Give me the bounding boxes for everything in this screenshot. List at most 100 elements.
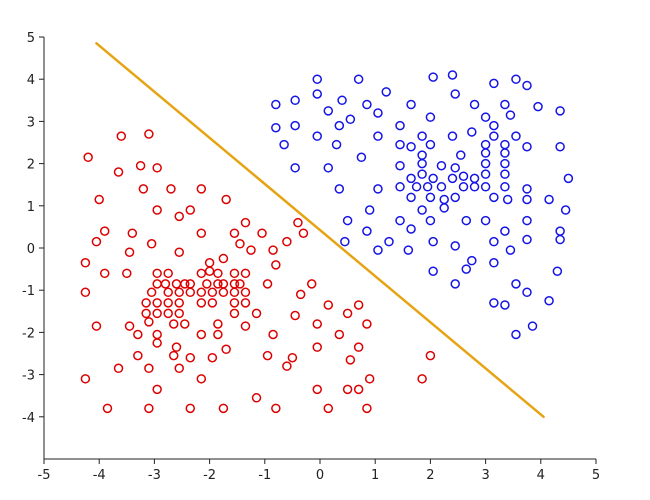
data-point [185,205,196,215]
data-point [334,329,345,340]
data-point [428,236,438,247]
data-point [480,169,491,179]
data-point [395,182,405,192]
data-point [544,296,554,306]
data-point [511,279,521,289]
data-point [257,228,267,238]
data-point [422,182,433,192]
data-point [511,74,521,84]
data-point [91,321,102,331]
data-point [218,287,229,298]
data-point [500,148,510,158]
data-point [362,319,372,329]
data-point [511,329,521,340]
data-point [345,114,356,125]
data-point [552,266,563,276]
data-point [447,70,458,80]
data-point [102,403,113,414]
data-point [364,374,375,384]
data-point [168,319,179,329]
data-point [522,287,532,298]
data-point [342,215,353,226]
data-point [185,287,196,298]
data-point [450,89,460,99]
data-point [450,163,460,173]
data-point [218,279,229,289]
data-point [533,101,543,112]
y-tick-label: 2 [27,158,35,173]
data-point [417,169,427,179]
data-point [271,260,281,270]
data-point [196,374,207,384]
data-point [312,74,322,84]
y-tick-label: 3 [27,115,35,130]
data-point [373,108,383,118]
data-point [138,184,149,194]
data-point [500,99,510,110]
x-tick-label: 0 [316,468,324,483]
data-point [174,247,184,257]
data-point [480,148,491,158]
data-point [312,319,322,329]
data-point [456,150,466,160]
data-point [141,308,151,319]
data-point [83,152,93,163]
data-point [439,203,449,213]
data-point [279,139,289,150]
data-point [268,245,278,255]
data-point [207,287,218,298]
data-point [94,194,104,205]
data-point [213,329,223,340]
data-point [251,308,262,319]
data-point [417,205,427,215]
data-point [204,258,215,268]
data-point [395,120,405,131]
data-point [240,268,251,279]
data-point [353,384,364,395]
data-point [500,226,510,236]
data-point [141,298,151,308]
data-point [480,182,491,192]
data-point [168,350,179,361]
x-tick-label: -1 [258,468,271,483]
data-point [480,215,491,226]
data-point [500,300,510,310]
data-point [144,129,154,139]
data-point [152,329,162,340]
data-point [113,167,124,177]
data-point [133,350,143,361]
data-point [522,194,532,205]
data-point [425,139,436,150]
data-point [312,131,322,141]
data-point [99,268,110,279]
data-point [262,279,273,289]
data-point [196,298,207,308]
decision-boundary [95,42,545,419]
data-point [323,403,334,414]
data-point [80,258,91,268]
data-point [146,287,157,298]
data-point [229,228,240,238]
data-point [353,300,364,310]
x-tick-label: -3 [148,468,161,483]
data-point [467,255,477,266]
y-tick-label: -2 [22,326,35,341]
data-point [353,342,364,352]
data-point [287,352,298,363]
data-point [312,342,322,352]
data-point [207,298,218,308]
data-point [196,228,207,238]
y-tick-label: 5 [27,31,35,46]
data-point [163,268,173,279]
data-point [221,194,231,205]
data-point [373,245,383,255]
data-point [362,226,372,236]
data-point [293,217,303,228]
data-point [271,99,281,110]
data-point [163,298,173,308]
data-point [500,169,510,179]
x-tick-label: -5 [38,468,51,483]
data-point [323,163,334,173]
data-point [425,112,436,122]
data-point [290,163,300,173]
